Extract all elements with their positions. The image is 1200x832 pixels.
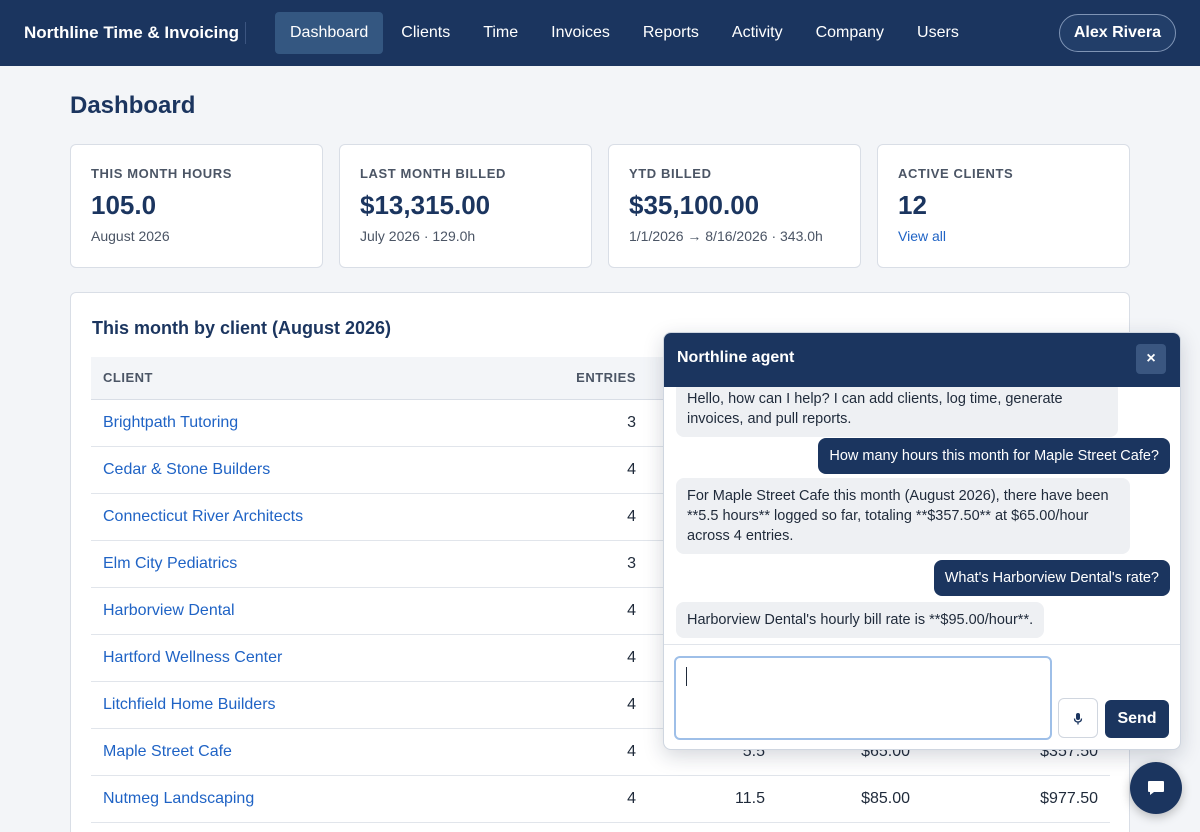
stat-value: 105.0 [91, 190, 157, 220]
client-cell: Harborview Dental [91, 587, 421, 635]
chat-message-bot: Hello, how can I help? I can add clients… [676, 387, 1118, 437]
client-name-link[interactable]: Brightpath Tutoring [103, 413, 239, 431]
chat-message-list[interactable]: Hello, how can I help? I can add clients… [664, 387, 1180, 644]
total-cell: $977.50 [910, 775, 1110, 823]
rate-cell: $85.00 [765, 775, 910, 823]
client-name-link[interactable]: Connecticut River Architects [103, 507, 304, 525]
client-cell: Litchfield Home Builders [91, 681, 421, 729]
stat-subtext: 1/1/2026 → 8/16/2026 · 343.0h [629, 228, 823, 244]
client-name-link[interactable]: Litchfield Home Builders [103, 695, 276, 713]
nav-users[interactable]: Users [917, 24, 959, 41]
main-nav: Dashboard Clients Time Invoices Reports … [275, 12, 977, 54]
client-cell: Maple Street Cafe [91, 728, 421, 776]
client-name-link[interactable]: Cedar & Stone Builders [103, 460, 271, 478]
entries-cell: 4 [421, 493, 636, 541]
nav-activity[interactable]: Activity [731, 24, 783, 41]
chat-title: Northline agent [677, 349, 795, 366]
microphone-button[interactable] [1058, 698, 1098, 738]
client-cell: Cedar & Stone Builders [91, 446, 421, 494]
chat-message-input[interactable] [674, 656, 1052, 740]
app-title[interactable]: Northline Time & Invoicing [0, 22, 246, 44]
stat-label: YTD billed [629, 166, 712, 181]
entries-cell: 4 [421, 446, 636, 494]
panel-title: This month by client (August 2026) [92, 318, 392, 338]
chat-message-user: What's Harborview Dental's rate? [933, 560, 1170, 596]
client-name-link[interactable]: Elm City Pediatrics [103, 554, 238, 572]
agent-chat-panel: Northline agent × Hello, how can I help?… [663, 332, 1181, 750]
nav-time[interactable]: Time [483, 24, 519, 41]
chat-close-button[interactable]: × [1136, 344, 1166, 374]
nav-reports[interactable]: Reports [642, 24, 699, 41]
client-cell: Nutmeg Landscaping [91, 775, 421, 823]
chat-message-user: How many hours this month for Maple Stre… [818, 438, 1170, 474]
client-cell: Connecticut River Architects [91, 493, 421, 541]
client-cell: Brightpath Tutoring [91, 399, 421, 447]
client-cell: Elm City Pediatrics [91, 540, 421, 588]
entries-cell: 4 [421, 775, 636, 823]
client-name-link[interactable]: Maple Street Cafe [103, 742, 232, 760]
entries-cell: 3 [421, 399, 636, 447]
entries-cell: 4 [421, 681, 636, 729]
nav-dashboard[interactable]: Dashboard [275, 12, 384, 54]
microphone-icon [1073, 712, 1083, 725]
column-header-entries[interactable]: Entries [421, 357, 636, 400]
stat-value: 12 [898, 190, 927, 220]
client-name-link[interactable]: Nutmeg Landscaping [103, 789, 255, 807]
client-name-link[interactable]: Hartford Wellness Center [103, 648, 283, 666]
chat-launcher-button[interactable] [1130, 762, 1182, 814]
nav-company[interactable]: Company [815, 24, 885, 41]
chat-composer: Send [664, 644, 1180, 749]
table-row: Nutmeg Landscaping 4 11.5 $85.00 $977.50 [91, 775, 1110, 823]
chat-message-bot: Harborview Dental's hourly bill rate is … [676, 602, 1045, 638]
client-cell: Hartford Wellness Center [91, 634, 421, 682]
stat-card-last-month-billed: Last month billed $13,315.00 July 2026 ·… [339, 144, 592, 268]
view-all-clients-link[interactable]: View all [898, 228, 946, 244]
entries-cell: 4 [421, 634, 636, 682]
stat-value: $13,315.00 [360, 190, 491, 220]
entries-cell: 4 [421, 587, 636, 635]
hours-cell: 11.5 [636, 775, 765, 823]
chat-header: Northline agent × [664, 333, 1180, 387]
nav-clients[interactable]: Clients [401, 24, 451, 41]
chat-message-bot: For Maple Street Cafe this month (August… [676, 478, 1130, 554]
nav-invoices[interactable]: Invoices [551, 24, 610, 41]
stat-card-active-clients: Active clients 12 View all [877, 144, 1130, 268]
stat-label: Last month billed [360, 166, 506, 181]
page-title: Dashboard [70, 92, 196, 119]
user-menu-button[interactable]: Alex Rivera [1058, 14, 1176, 52]
stat-label: Active clients [898, 166, 1014, 181]
stat-subtext: July 2026 · 129.0h [360, 228, 476, 244]
stat-card-ytd-billed: YTD billed $35,100.00 1/1/2026 → 8/16/20… [608, 144, 861, 268]
chat-bubble-icon [1148, 781, 1164, 795]
entries-cell: 3 [421, 540, 636, 588]
stat-card-this-month-hours: This month hours 105.0 August 2026 [70, 144, 323, 268]
entries-cell: 4 [421, 728, 636, 776]
top-navbar: Northline Time & Invoicing Dashboard Cli… [0, 0, 1200, 66]
stat-label: This month hours [91, 166, 233, 181]
stat-subtext: August 2026 [91, 228, 170, 244]
text-caret [686, 667, 687, 686]
stat-value: $35,100.00 [629, 190, 760, 220]
client-name-link[interactable]: Harborview Dental [103, 601, 235, 619]
send-button[interactable]: Send [1105, 700, 1169, 738]
column-header-client[interactable]: Client [91, 357, 421, 400]
